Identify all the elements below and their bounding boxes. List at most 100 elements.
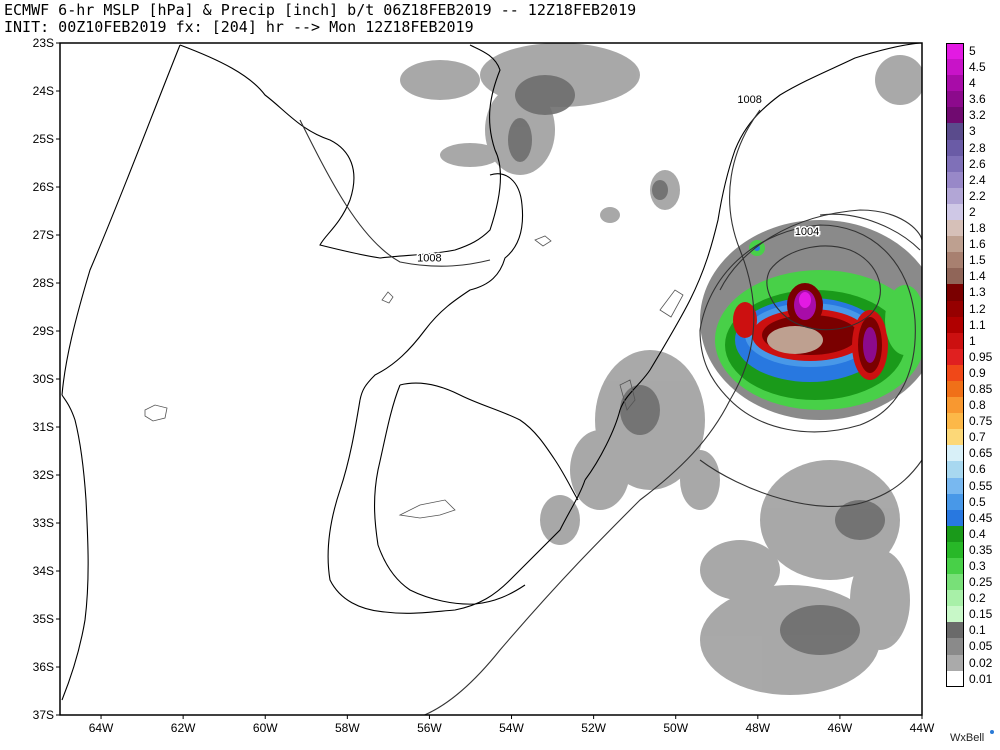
legend-entry: 0.95 — [946, 348, 1000, 365]
legend-swatch — [946, 75, 964, 92]
legend-label: 4.5 — [969, 60, 986, 75]
legend-label: 0.9 — [969, 365, 986, 380]
legend-swatch — [946, 670, 964, 687]
precip-light-areas — [400, 43, 922, 695]
legend-label: 0.8 — [969, 398, 986, 413]
legend-swatch — [946, 380, 964, 398]
legend-entry: 3.2 — [946, 107, 1000, 124]
legend-entry: 3.6 — [946, 91, 1000, 108]
isobar-label: 1008 — [417, 252, 441, 264]
lat-label: 36S — [33, 660, 54, 674]
legend-label: 0.4 — [969, 526, 986, 541]
legend-label: 0.35 — [969, 542, 993, 557]
legend-label: 3.6 — [969, 92, 986, 107]
legend-label: 1.8 — [969, 221, 986, 236]
legend-swatch — [946, 203, 964, 221]
legend-swatch — [946, 284, 964, 301]
legend-entry: 0.35 — [946, 541, 1000, 558]
legend-entry: 0.7 — [946, 429, 1000, 446]
legend-entry: 0.3 — [946, 558, 1000, 575]
brand-dot-icon — [990, 730, 994, 734]
legend-swatch — [946, 220, 964, 237]
lon-label: 62W — [171, 721, 196, 735]
legend-entry: 0.05 — [946, 638, 1000, 655]
lat-label: 29S — [33, 324, 54, 338]
legend-entry: 0.8 — [946, 397, 1000, 414]
legend-entry: 2.8 — [946, 139, 1000, 156]
legend-label: 0.55 — [969, 478, 993, 493]
legend-entry: 2.2 — [946, 187, 1000, 204]
legend-label: 0.6 — [969, 462, 986, 477]
lat-label: 32S — [33, 468, 54, 482]
lon-label: 46W — [828, 721, 853, 735]
legend-swatch — [946, 332, 964, 349]
lon-label: 50W — [663, 721, 688, 735]
legend-entry: 2.4 — [946, 171, 1000, 188]
legend-swatch — [946, 364, 964, 381]
legend-entry: 1 — [946, 332, 1000, 349]
legend-label: 1.5 — [969, 253, 986, 268]
lon-label: 60W — [253, 721, 278, 735]
legend-swatch — [946, 348, 964, 365]
legend-entry: 1.2 — [946, 300, 1000, 317]
legend-entry: 3 — [946, 123, 1000, 140]
legend-label: 2 — [969, 204, 976, 219]
legend-swatch — [946, 509, 964, 526]
legend-label: 0.3 — [969, 559, 986, 573]
legend-label: 2.2 — [969, 188, 986, 203]
legend-label: 0.85 — [969, 381, 993, 396]
legend-entry: 0.1 — [946, 622, 1000, 639]
isobar-label: 1008 — [737, 94, 761, 106]
legend-swatch — [946, 171, 964, 188]
lon-label: 64W — [89, 721, 114, 735]
legend-entry: 1.4 — [946, 268, 1000, 285]
legend-label: 0.15 — [969, 607, 993, 622]
legend-entry: 0.01 — [946, 670, 1000, 687]
legend-swatch — [946, 59, 964, 76]
legend-swatch — [946, 461, 964, 478]
legend-entry: 0.75 — [946, 413, 1000, 430]
legend-swatch — [946, 541, 964, 558]
lat-label: 35S — [33, 612, 54, 626]
legend-entry: 1.3 — [946, 284, 1000, 301]
isobars — [299, 109, 922, 715]
lon-axis: 64W 62W 60W 58W 56W 54W 52W 50W 48W 46W 44W — [89, 715, 935, 735]
legend-swatch — [946, 413, 964, 430]
legend-swatch — [946, 574, 964, 591]
legend-label: 1 — [969, 333, 976, 348]
lat-label: 33S — [33, 516, 54, 530]
legend-entry: 0.5 — [946, 493, 1000, 510]
legend-swatch — [946, 525, 964, 542]
lat-label: 27S — [33, 228, 54, 242]
lon-label: 52W — [581, 721, 606, 735]
lat-label: 28S — [33, 276, 54, 290]
legend-entry: 0.45 — [946, 509, 1000, 526]
legend-label: 1.6 — [969, 237, 986, 252]
legend-label: 0.2 — [969, 591, 986, 606]
legend-entry: 1.8 — [946, 220, 1000, 237]
legend-swatch — [946, 638, 964, 655]
legend-swatch — [946, 558, 964, 575]
lat-label: 24S — [33, 84, 54, 98]
precip-dark-gray-areas — [508, 75, 885, 655]
chart-title-line2: INIT: 00Z10FEB2019 fx: [204] hr --> Mon … — [4, 18, 474, 36]
legend-swatch — [946, 493, 964, 510]
legend-entry: 0.9 — [946, 364, 1000, 381]
legend-label: 5 — [969, 44, 976, 58]
legend-label: 0.7 — [969, 430, 986, 445]
legend-swatch — [946, 236, 964, 253]
lat-axis: 23S 24S 25S 26S 27S 28S 29S 30S 31S 32S 33S 34S 35S 3… — [33, 36, 60, 722]
legend-swatch — [946, 43, 964, 60]
chart-title-line1: ECMWF 6-hr MSLP [hPa] & Precip [inch] b/… — [4, 1, 637, 19]
legend-label: 2.8 — [969, 140, 986, 155]
legend-entry: 0.6 — [946, 461, 1000, 478]
legend-swatch — [946, 445, 964, 462]
legend-entry: 0.4 — [946, 525, 1000, 542]
legend-swatch — [946, 107, 964, 124]
legend-entry: 0.02 — [946, 654, 1000, 671]
lon-label: 54W — [499, 721, 524, 735]
lon-label: 56W — [417, 721, 442, 735]
legend-entry: 4.5 — [946, 59, 1000, 76]
legend-label: 0.5 — [969, 494, 986, 509]
legend-label: 1.3 — [969, 285, 986, 300]
